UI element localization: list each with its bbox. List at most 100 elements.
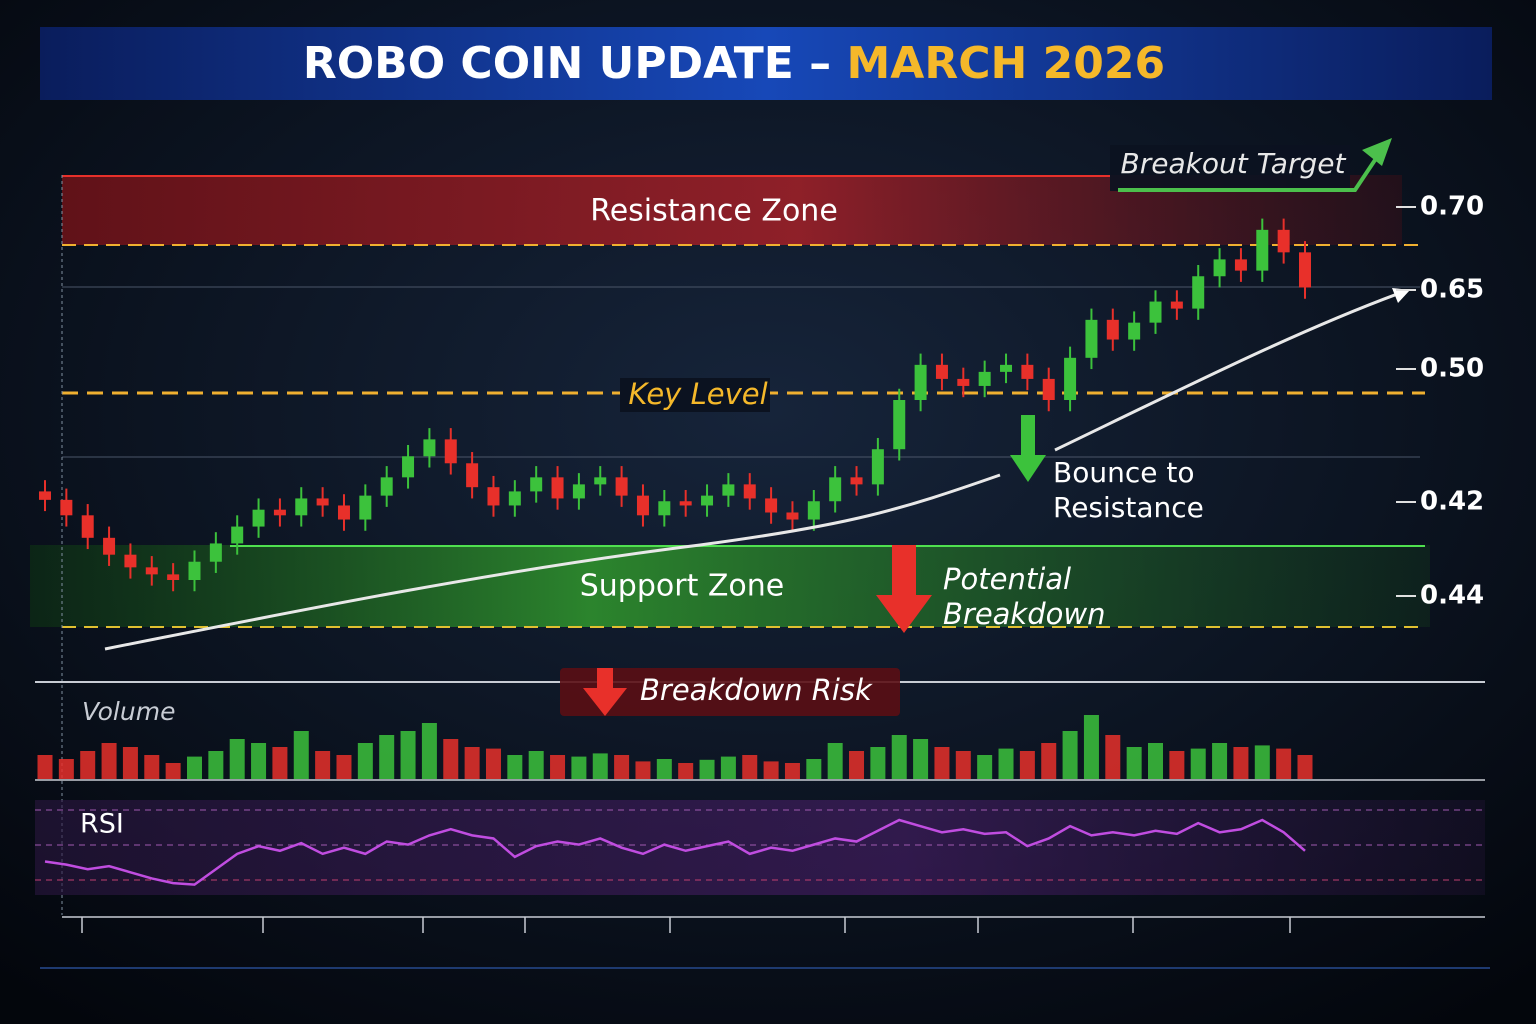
volume-bar bbox=[784, 763, 800, 779]
candle-body bbox=[786, 512, 799, 520]
bounce-label: Bounce to bbox=[1053, 456, 1194, 489]
candle-body bbox=[295, 498, 308, 516]
volume-bar bbox=[528, 751, 544, 779]
support-zone bbox=[30, 545, 1430, 627]
candle-body bbox=[701, 495, 714, 506]
volume-bar bbox=[485, 748, 501, 779]
candle-body bbox=[1106, 319, 1119, 340]
volume-bar bbox=[1019, 751, 1035, 779]
volume-bar bbox=[229, 739, 245, 779]
volume-bar bbox=[635, 761, 651, 779]
candle-body bbox=[1149, 301, 1162, 323]
breakdown-arrow bbox=[892, 545, 916, 595]
volume-bar bbox=[165, 763, 181, 779]
volume-bar bbox=[272, 747, 288, 779]
candle-body bbox=[1234, 259, 1247, 271]
candle-body bbox=[1256, 229, 1269, 271]
volume-bar bbox=[592, 753, 608, 779]
breakout-label: Breakout Target bbox=[1121, 147, 1347, 180]
candle-body bbox=[1064, 357, 1077, 400]
candle-body bbox=[829, 477, 842, 502]
volume-bar bbox=[101, 743, 117, 779]
breakout-bg bbox=[1110, 145, 1350, 191]
rsi-group bbox=[44, 818, 1306, 886]
candle-body bbox=[359, 495, 372, 520]
candle-body bbox=[871, 449, 884, 485]
price-label: 0.50 bbox=[1420, 354, 1484, 384]
candle-body bbox=[508, 491, 521, 506]
volume-bar bbox=[507, 755, 523, 779]
candle-body bbox=[1170, 301, 1183, 309]
candle-body bbox=[39, 491, 51, 500]
candle-body bbox=[1021, 364, 1034, 379]
candle-body bbox=[530, 477, 543, 492]
title-main: ROBO COIN UPDATE – bbox=[303, 38, 847, 89]
candle-body bbox=[1128, 322, 1141, 340]
volume-bar bbox=[122, 747, 138, 779]
resistance-label: Resistance Zone bbox=[590, 194, 838, 229]
rsi-panel bbox=[35, 800, 1485, 895]
candle-body bbox=[402, 456, 415, 478]
volume-bar bbox=[1041, 743, 1057, 779]
volume-bar bbox=[998, 748, 1014, 779]
candle-body bbox=[957, 378, 970, 386]
volume-bar bbox=[550, 755, 566, 779]
breakdown-label: Breakdown bbox=[943, 597, 1105, 631]
volume-bar bbox=[1148, 743, 1164, 779]
volume-bar bbox=[37, 755, 53, 779]
volume-bar bbox=[251, 743, 267, 779]
volume-bar bbox=[891, 735, 907, 779]
volume-bar bbox=[315, 751, 331, 779]
candle-body bbox=[636, 495, 649, 516]
price-label: 0.44 bbox=[1420, 581, 1484, 611]
volume-label: Volume bbox=[82, 697, 175, 726]
x-ticks bbox=[81, 917, 1291, 933]
candle-body bbox=[60, 499, 73, 516]
volume-bar bbox=[80, 751, 96, 779]
risk-arrow bbox=[597, 668, 613, 690]
candle-body bbox=[103, 537, 116, 555]
candle-body bbox=[252, 509, 265, 527]
volume-bar bbox=[144, 755, 160, 779]
volume-bar bbox=[913, 739, 929, 779]
breakdown-risk-bg bbox=[560, 668, 900, 716]
volume-bar bbox=[1062, 731, 1078, 779]
breakdown-arrow-head bbox=[876, 595, 932, 633]
volume-bar bbox=[208, 751, 224, 779]
trend-arrow bbox=[1392, 288, 1410, 303]
key-level-label: Key Level bbox=[628, 377, 767, 411]
candle-body bbox=[551, 477, 564, 499]
candle-body bbox=[893, 400, 906, 450]
candle-body bbox=[1299, 252, 1311, 288]
candle-body bbox=[1277, 229, 1290, 253]
candle-body bbox=[658, 501, 671, 516]
key-level-bg bbox=[620, 378, 770, 412]
volume-bar bbox=[827, 743, 843, 779]
candle-body bbox=[594, 477, 607, 485]
volume-bar bbox=[1190, 748, 1206, 779]
candle-body bbox=[124, 554, 137, 568]
candle-body bbox=[1213, 259, 1226, 277]
candle-body bbox=[743, 484, 756, 499]
rsi-label: RSI bbox=[80, 809, 124, 840]
price-label: 0.70 bbox=[1420, 192, 1484, 222]
candle-body bbox=[1085, 319, 1098, 358]
volume-bars bbox=[37, 715, 1313, 779]
candle-body bbox=[722, 484, 735, 496]
breakout-arrow-head bbox=[1362, 138, 1392, 166]
volume-bar bbox=[742, 755, 758, 779]
candle-body bbox=[423, 439, 436, 457]
rsi-line bbox=[44, 818, 1306, 886]
volume-bar bbox=[293, 731, 309, 779]
trend-line bbox=[104, 473, 1001, 651]
volume-bar bbox=[1105, 735, 1121, 779]
breakdown-label: Potential bbox=[943, 562, 1071, 596]
candle-body bbox=[1192, 276, 1205, 309]
volume-bar bbox=[763, 761, 779, 779]
volume-bar bbox=[1276, 748, 1292, 779]
candle-body bbox=[188, 561, 201, 580]
candle-body bbox=[466, 463, 479, 488]
volume-bar bbox=[870, 747, 886, 779]
candle-body bbox=[273, 509, 286, 516]
